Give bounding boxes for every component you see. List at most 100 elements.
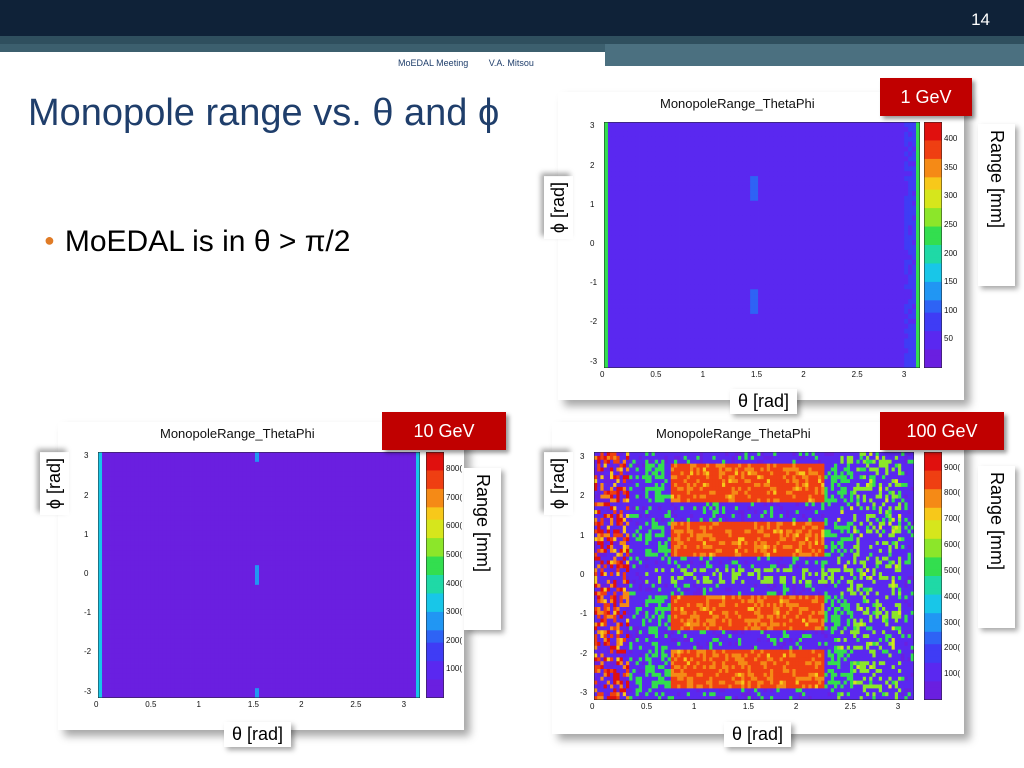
heatmap-cell xyxy=(643,308,648,315)
heatmap-cell xyxy=(888,245,893,251)
heatmap-cell xyxy=(604,171,609,177)
heatmap-cell xyxy=(647,225,652,231)
heatmap-cell xyxy=(702,136,708,143)
heatmap-cell xyxy=(856,328,862,334)
heatmap-cell xyxy=(126,643,131,650)
heatmap-cell xyxy=(856,171,862,177)
heatmap-cell xyxy=(746,358,751,364)
heatmap-cell xyxy=(912,304,917,310)
heatmap-cell xyxy=(884,215,889,221)
heatmap-cell xyxy=(150,545,155,551)
heatmap-cell xyxy=(825,122,830,128)
heatmap-cell xyxy=(746,318,751,325)
heatmap-cell xyxy=(793,279,798,285)
heatmap-cell xyxy=(726,156,731,162)
heatmap-cell xyxy=(619,304,625,310)
heatmap-cell xyxy=(908,235,913,241)
heatmap-cell xyxy=(754,200,759,207)
heatmap-cell xyxy=(698,240,704,246)
heatmap-cell xyxy=(801,235,806,241)
heatmap-cell xyxy=(611,259,617,266)
heatmap-cell xyxy=(106,481,111,487)
heatmap-cell xyxy=(916,358,920,364)
heatmap-cell xyxy=(126,638,131,645)
heatmap-cell xyxy=(663,136,668,143)
heatmap-cell xyxy=(675,230,680,236)
heatmap-cell xyxy=(667,358,672,364)
heatmap-cell xyxy=(884,289,889,295)
heatmap-cell xyxy=(671,146,676,152)
heatmap-cell xyxy=(872,151,877,157)
heatmap-cell xyxy=(856,131,862,138)
heatmap-cell xyxy=(118,491,123,497)
heatmap-cell xyxy=(110,555,115,561)
heatmap-cell xyxy=(742,249,747,256)
heatmap-cell xyxy=(848,230,854,236)
heatmap-cell xyxy=(655,363,660,368)
heatmap-cell xyxy=(908,353,913,359)
heatmap-cell xyxy=(852,338,858,344)
heatmap-cell xyxy=(758,254,763,261)
heatmap-cell xyxy=(663,151,668,157)
heatmap-cell xyxy=(738,210,743,216)
heatmap-cell xyxy=(619,294,625,300)
heatmap-cell xyxy=(718,146,723,152)
heatmap-cell xyxy=(138,466,143,473)
heatmap-cell xyxy=(690,348,696,354)
heatmap-cell xyxy=(884,161,889,167)
heatmap-cell xyxy=(619,284,625,290)
heatmap-cell xyxy=(718,225,723,231)
heatmap-cell xyxy=(860,254,866,261)
heatmap-cell xyxy=(150,515,155,522)
heatmap-cell xyxy=(134,688,139,694)
heatmap-cell xyxy=(829,254,834,261)
heatmap-cell xyxy=(98,491,103,497)
heatmap-cell xyxy=(659,358,664,364)
heatmap-cell xyxy=(623,146,629,152)
heatmap-cell xyxy=(130,614,135,620)
heatmap-cell xyxy=(888,235,893,241)
heatmap-cell xyxy=(916,289,920,295)
heatmap-cell xyxy=(675,308,680,315)
heatmap-cell xyxy=(627,210,633,216)
heatmap-cell xyxy=(742,353,747,359)
heatmap-cell xyxy=(110,511,115,517)
heatmap-cell xyxy=(98,456,103,463)
heatmap-cell xyxy=(856,313,862,320)
heatmap-cell xyxy=(781,284,787,290)
heatmap-cell xyxy=(655,343,660,349)
heatmap-cell xyxy=(667,171,672,177)
heatmap-cell xyxy=(789,235,794,241)
heatmap-cell xyxy=(683,210,688,216)
heatmap-cell xyxy=(106,688,111,694)
heatmap-cell xyxy=(730,308,735,315)
heatmap-cell xyxy=(781,151,787,157)
heatmap-cell xyxy=(738,156,743,162)
heatmap-cell xyxy=(690,230,696,236)
heatmap-cell xyxy=(837,176,842,182)
heatmap-cell xyxy=(639,323,644,330)
heatmap-cell xyxy=(750,328,755,334)
heatmap-cell xyxy=(106,456,111,463)
heatmap-cell xyxy=(690,126,696,133)
heatmap-cell xyxy=(797,200,802,207)
heatmap-cell xyxy=(872,323,877,330)
heatmap-cell xyxy=(162,658,167,664)
heatmap-cell xyxy=(627,254,633,261)
heatmap-cell xyxy=(604,240,609,246)
heatmap-cell xyxy=(154,501,159,507)
heatmap-cell xyxy=(154,683,159,689)
heatmap-cell xyxy=(698,264,704,270)
heatmap-cell xyxy=(110,452,115,458)
heatmap-cell xyxy=(860,146,866,152)
heatmap-cell xyxy=(738,284,743,290)
heatmap-cell xyxy=(789,333,794,339)
heatmap-cell xyxy=(671,308,676,315)
heatmap-cell xyxy=(742,245,747,251)
heatmap-cell xyxy=(852,151,858,157)
heatmap-cell xyxy=(829,195,834,202)
heatmap-cell xyxy=(102,506,107,512)
heatmap-cell xyxy=(726,304,731,310)
heatmap-cell xyxy=(754,348,759,354)
heatmap-cell xyxy=(781,318,787,325)
